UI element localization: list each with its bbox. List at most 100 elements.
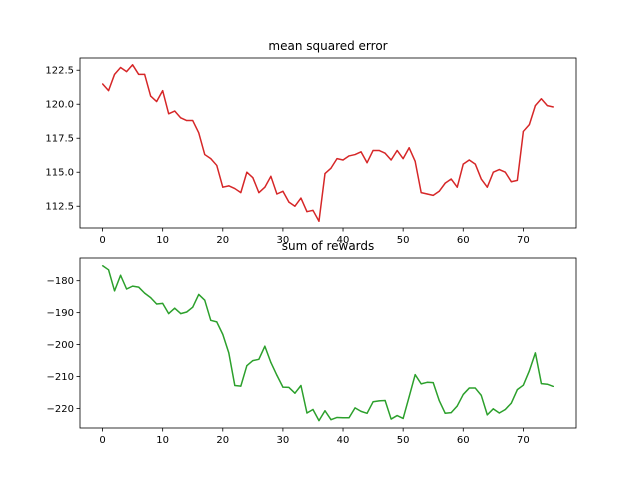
rewards-y-tick-label: −220	[47, 404, 74, 415]
mse-data-point	[510, 181, 512, 183]
rewards-chart-title: sum of rewards	[282, 239, 375, 253]
mse-data-point	[216, 164, 218, 167]
rewards-data-point	[444, 412, 446, 414]
mse-data-point	[318, 220, 320, 222]
mse-data-point	[384, 152, 386, 154]
rewards-data-point	[348, 417, 350, 419]
mse-data-point	[480, 178, 482, 180]
mse-data-point	[234, 187, 236, 190]
rewards-data-point	[276, 374, 278, 376]
mse-x-tick-label: 20	[216, 235, 229, 246]
rewards-data-point	[228, 352, 230, 354]
rewards-data-point	[174, 307, 176, 309]
rewards-data-point	[474, 387, 476, 389]
mse-data-point	[107, 90, 110, 92]
mse-data-point	[396, 149, 398, 152]
mse-data-point	[390, 159, 392, 161]
mse-data-point	[336, 158, 338, 160]
mse-data-point	[492, 171, 494, 173]
rewards-data-point	[180, 313, 182, 315]
rewards-data-point	[528, 370, 531, 372]
mse-data-point	[534, 105, 537, 107]
mse-axes-frame	[79, 57, 577, 229]
rewards-data-point	[378, 400, 380, 402]
mse-y-tick-label: 122.5	[45, 66, 74, 77]
rewards-data-point	[534, 352, 537, 354]
mse-data-point	[354, 153, 356, 156]
rewards-x-tick-label: 20	[216, 435, 229, 446]
mse-series-line	[101, 64, 554, 222]
mse-data-point	[282, 190, 284, 192]
rewards-data-point	[186, 311, 188, 313]
mse-data-point	[300, 197, 302, 199]
rewards-data-point	[552, 385, 555, 388]
rewards-data-point	[246, 365, 248, 367]
mse-data-point	[360, 151, 362, 153]
rewards-data-point	[162, 302, 164, 304]
rewards-data-point	[216, 321, 218, 323]
rewards-data-point	[486, 414, 488, 416]
mse-data-point	[210, 158, 212, 160]
mse-data-point	[138, 73, 140, 75]
mse-data-point	[222, 186, 224, 188]
mse-data-point	[552, 106, 555, 108]
mse-chart: 0 10 20 30 40 50 60 70 112.5 115.0 117.5 120.0 122.5…	[45, 39, 577, 246]
mse-y-tick-label: 120.0	[45, 100, 74, 111]
rewards-x-tick-label: 0	[99, 435, 105, 446]
rewards-data-point	[210, 319, 212, 321]
rewards-data-point	[234, 384, 236, 387]
mse-data-point	[125, 71, 128, 73]
rewards-data-point	[288, 386, 290, 389]
mse-data-point	[119, 66, 122, 69]
rewards-data-point	[372, 401, 374, 403]
rewards-data-point	[426, 381, 428, 383]
mse-data-point	[450, 178, 452, 180]
rewards-data-point	[138, 286, 140, 288]
rewards-data-point	[540, 382, 543, 385]
rewards-data-point	[107, 269, 110, 271]
rewards-data-point	[414, 374, 416, 376]
rewards-data-point	[300, 384, 302, 387]
mse-data-point	[150, 95, 152, 97]
rewards-data-point	[125, 288, 128, 290]
rewards-data-point	[132, 285, 134, 287]
rewards-data-point	[264, 345, 266, 347]
rewards-data-point	[366, 412, 368, 414]
rewards-data-point	[222, 333, 224, 335]
mse-data-point	[113, 73, 116, 75]
rewards-data-point	[432, 382, 434, 384]
rewards-data-point	[324, 410, 326, 412]
mse-data-point	[546, 105, 549, 107]
rewards-data-point	[113, 290, 116, 292]
rewards-data-point	[360, 410, 362, 412]
rewards-y-tick-label: −190	[47, 308, 74, 319]
mse-data-point	[426, 193, 428, 195]
mse-data-point	[246, 171, 248, 173]
rewards-data-point	[192, 306, 194, 308]
mse-data-point	[174, 110, 176, 112]
mse-data-point	[186, 119, 188, 122]
mse-data-point	[198, 132, 200, 134]
mse-x-tick-label: 60	[457, 235, 470, 246]
mse-data-point	[468, 159, 470, 161]
rewards-data-point	[546, 383, 549, 385]
mse-data-point	[288, 201, 290, 203]
mse-data-point	[101, 83, 104, 85]
mse-data-point	[348, 155, 350, 157]
mse-data-points	[101, 64, 555, 222]
rewards-data-point	[258, 358, 260, 360]
rewards-data-point	[498, 412, 500, 414]
rewards-y-tick-label: −200	[47, 340, 74, 351]
rewards-y-tick-label: −180	[47, 276, 74, 287]
rewards-data-point	[354, 407, 356, 409]
mse-data-point	[324, 173, 326, 175]
mse-x-tick-label: 50	[397, 235, 410, 246]
mse-data-point	[276, 193, 278, 195]
mse-y-tick-label: 117.5	[45, 134, 74, 145]
rewards-x-tick-label: 60	[457, 435, 470, 446]
mse-data-point	[444, 182, 446, 184]
rewards-data-point	[101, 265, 104, 267]
rewards-data-points	[101, 265, 555, 422]
